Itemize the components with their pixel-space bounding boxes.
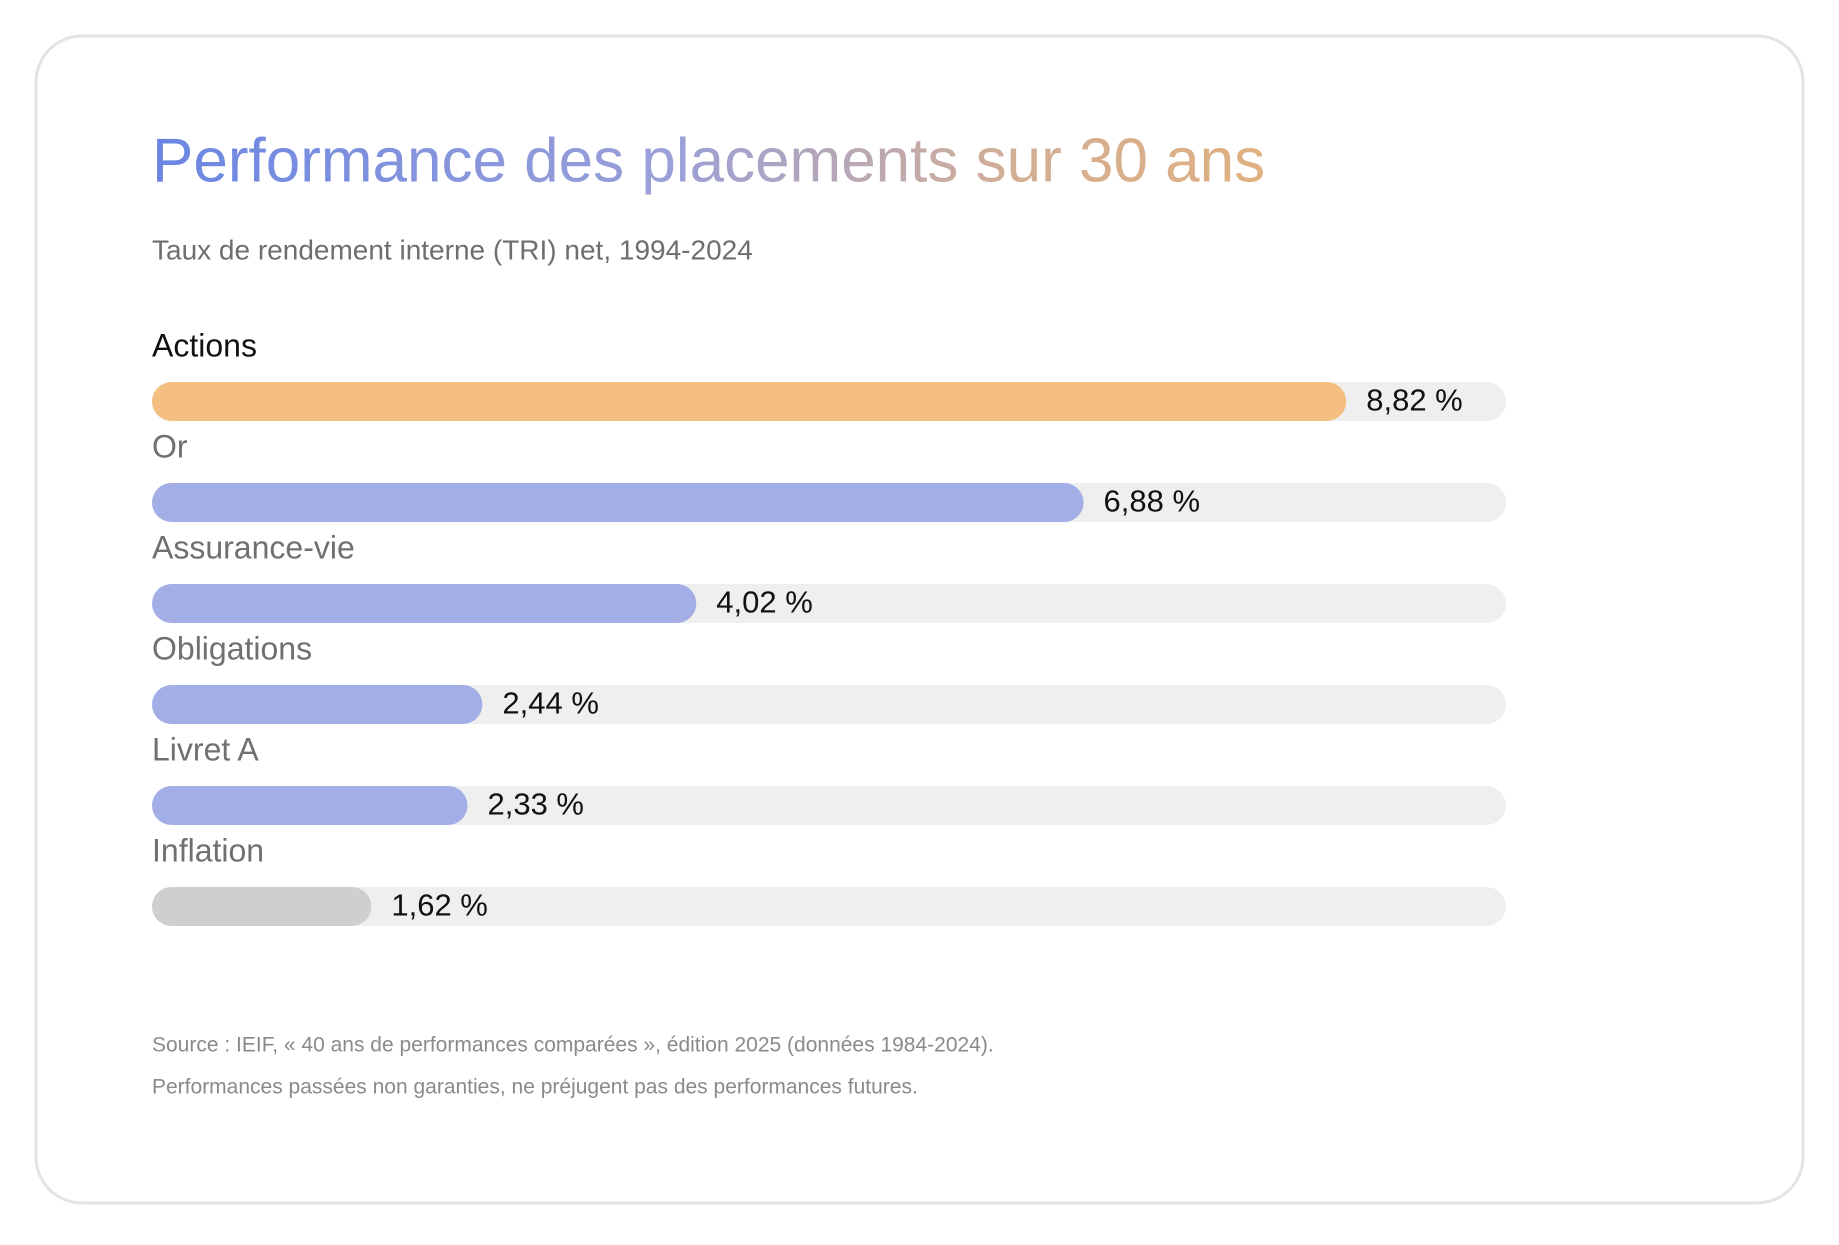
disclaimer-note: Performances passées non garanties, ne p…	[152, 1076, 918, 1099]
value-label: 2,44 %	[502, 686, 599, 721]
category-label: Or	[152, 428, 188, 464]
value-label: 6,88 %	[1104, 484, 1201, 519]
bar	[152, 483, 1084, 522]
bar	[152, 786, 468, 825]
category-label: Inflation	[152, 832, 264, 868]
value-label: 2,33 %	[487, 787, 584, 822]
category-label: Livret A	[152, 731, 259, 767]
bar-track	[152, 685, 1506, 724]
chart-subtitle: Taux de rendement interne (TRI) net, 199…	[152, 234, 753, 265]
category-label: Actions	[152, 327, 257, 363]
category-label: Obligations	[152, 630, 312, 666]
value-label: 8,82 %	[1366, 383, 1463, 418]
bar-track	[152, 887, 1506, 926]
value-label: 4,02 %	[716, 585, 813, 620]
bar	[152, 685, 483, 724]
source-note: Source : IEIF, « 40 ans de performances …	[152, 1034, 994, 1057]
bar	[152, 887, 372, 926]
bar	[152, 382, 1347, 421]
bar-track	[152, 786, 1506, 825]
category-label: Assurance-vie	[152, 529, 355, 565]
bar	[152, 584, 697, 623]
value-label: 1,62 %	[391, 888, 488, 923]
chart-title: Performance des placements sur 30 ans	[152, 126, 1265, 195]
